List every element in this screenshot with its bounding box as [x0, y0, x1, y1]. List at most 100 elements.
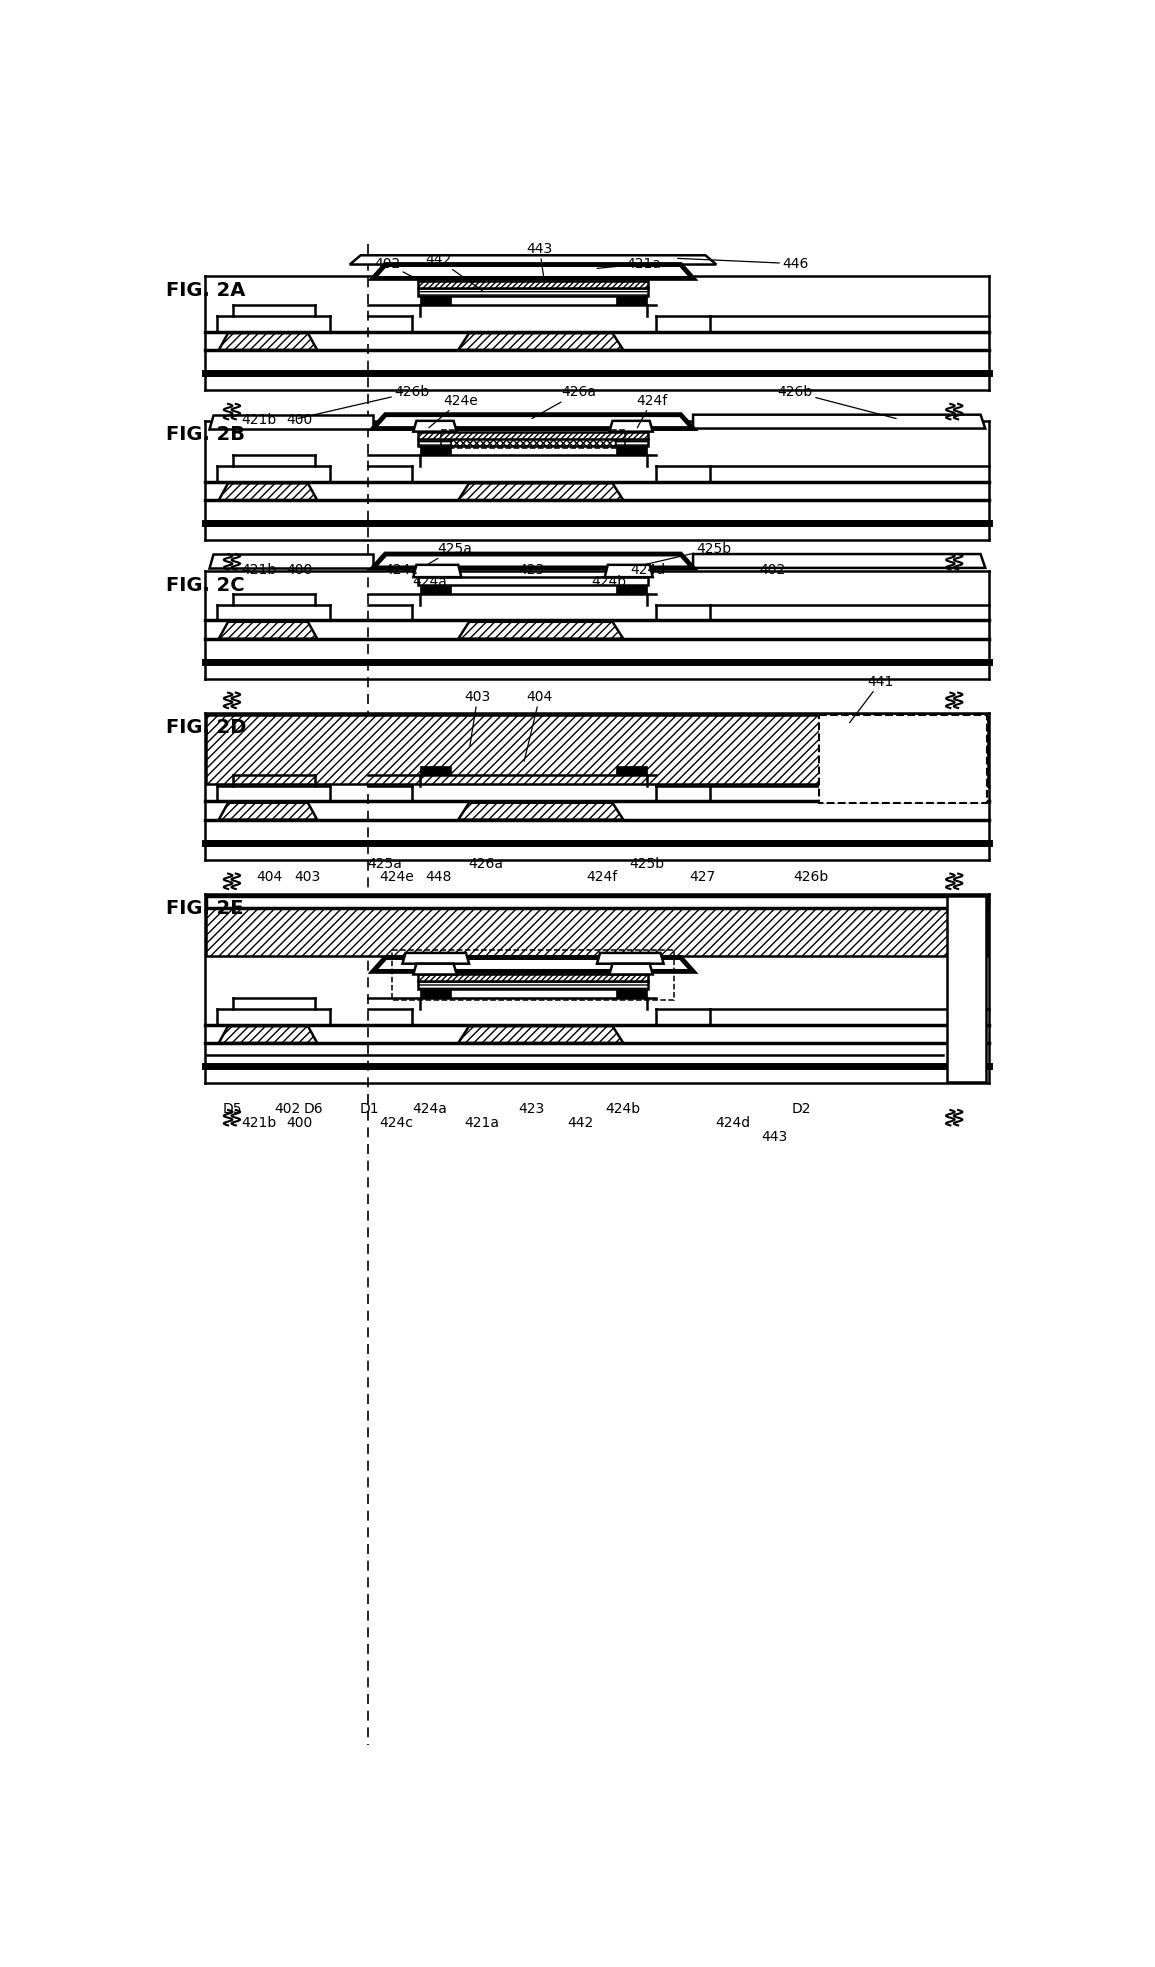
- Bar: [819, 714, 986, 803]
- Bar: [419, 447, 450, 456]
- Text: 443: 443: [527, 242, 553, 283]
- Text: 424f: 424f: [586, 869, 617, 883]
- Polygon shape: [610, 964, 653, 974]
- Bar: [393, 950, 673, 999]
- Polygon shape: [413, 421, 456, 431]
- Text: 443: 443: [761, 1129, 788, 1145]
- Text: 424f: 424f: [636, 393, 668, 427]
- Polygon shape: [373, 958, 693, 972]
- Text: 424d: 424d: [631, 563, 665, 576]
- Polygon shape: [209, 415, 373, 429]
- Polygon shape: [350, 256, 716, 264]
- Text: D6: D6: [304, 1102, 323, 1117]
- Polygon shape: [459, 622, 624, 639]
- Text: 402: 402: [275, 1102, 300, 1117]
- Polygon shape: [693, 415, 985, 429]
- Bar: [450, 439, 616, 447]
- Polygon shape: [413, 964, 456, 974]
- Bar: [616, 584, 647, 594]
- Polygon shape: [597, 952, 664, 964]
- Bar: [418, 281, 648, 289]
- Text: D1: D1: [359, 1102, 379, 1117]
- Text: 403: 403: [464, 690, 491, 745]
- Text: FIG. 2E: FIG. 2E: [166, 899, 244, 919]
- Text: 424c: 424c: [379, 1115, 413, 1131]
- Bar: [207, 895, 988, 909]
- Text: 442: 442: [426, 254, 483, 291]
- Bar: [207, 895, 988, 956]
- Text: 424b: 424b: [591, 574, 627, 588]
- Bar: [946, 895, 986, 1082]
- Bar: [418, 982, 648, 989]
- Text: 442: 442: [567, 1115, 594, 1131]
- Text: 427: 427: [690, 869, 715, 883]
- Text: 404: 404: [256, 869, 283, 883]
- Bar: [418, 576, 648, 584]
- Text: FIG. 2A: FIG. 2A: [166, 281, 246, 299]
- Bar: [441, 431, 625, 448]
- Text: FIG. 2C: FIG. 2C: [166, 576, 245, 594]
- Polygon shape: [218, 1027, 318, 1043]
- Text: 426a: 426a: [468, 858, 502, 871]
- Bar: [616, 447, 647, 456]
- Polygon shape: [373, 555, 693, 568]
- Bar: [418, 289, 648, 297]
- Text: 424b: 424b: [605, 1102, 640, 1117]
- Text: FIG. 2D: FIG. 2D: [166, 718, 246, 738]
- Text: 426b: 426b: [298, 386, 430, 419]
- Text: 424e: 424e: [429, 393, 478, 427]
- Polygon shape: [459, 332, 624, 350]
- Text: 402: 402: [759, 563, 785, 576]
- Text: 424c: 424c: [385, 563, 418, 576]
- Polygon shape: [373, 264, 693, 279]
- Bar: [616, 765, 647, 775]
- Text: 426b: 426b: [793, 869, 828, 883]
- Polygon shape: [209, 555, 373, 568]
- Bar: [419, 297, 450, 305]
- Text: 425a: 425a: [367, 858, 402, 871]
- Polygon shape: [218, 332, 318, 350]
- Text: D2: D2: [792, 1102, 811, 1117]
- Bar: [616, 297, 647, 305]
- Text: 404: 404: [524, 690, 553, 761]
- Text: 425a: 425a: [426, 541, 471, 566]
- Text: 421b: 421b: [241, 413, 277, 427]
- Polygon shape: [218, 622, 318, 639]
- Text: 424e: 424e: [379, 869, 413, 883]
- Text: 421a: 421a: [597, 256, 662, 271]
- Text: 424a: 424a: [412, 1102, 447, 1117]
- Text: 423: 423: [519, 563, 545, 576]
- Polygon shape: [373, 415, 693, 429]
- Text: 448: 448: [426, 869, 452, 883]
- Bar: [418, 431, 648, 439]
- Text: 400: 400: [286, 563, 313, 576]
- Bar: [418, 974, 648, 982]
- Text: FIG. 2B: FIG. 2B: [166, 425, 245, 445]
- Polygon shape: [413, 565, 461, 576]
- Text: 446: 446: [678, 256, 808, 271]
- Text: 402: 402: [374, 256, 416, 279]
- Text: 400: 400: [286, 1115, 313, 1131]
- Text: 421b: 421b: [241, 1115, 277, 1131]
- Bar: [418, 439, 648, 447]
- Text: 403: 403: [295, 869, 320, 883]
- Text: 425b: 425b: [629, 858, 664, 871]
- Polygon shape: [402, 952, 469, 964]
- Polygon shape: [693, 555, 985, 568]
- Polygon shape: [218, 484, 318, 500]
- Text: 426a: 426a: [531, 386, 596, 419]
- Bar: [419, 989, 450, 999]
- Text: D5: D5: [222, 1102, 241, 1117]
- Polygon shape: [459, 803, 624, 820]
- Polygon shape: [218, 803, 318, 820]
- Bar: [207, 714, 988, 785]
- Bar: [419, 584, 450, 594]
- Text: 421b: 421b: [241, 563, 277, 576]
- Text: 441: 441: [850, 675, 894, 722]
- Polygon shape: [605, 565, 653, 576]
- Text: 424d: 424d: [716, 1115, 751, 1131]
- Text: 424a: 424a: [412, 574, 447, 588]
- Text: 426b: 426b: [777, 386, 896, 419]
- Text: 425b: 425b: [640, 541, 731, 566]
- Text: 400: 400: [286, 413, 313, 427]
